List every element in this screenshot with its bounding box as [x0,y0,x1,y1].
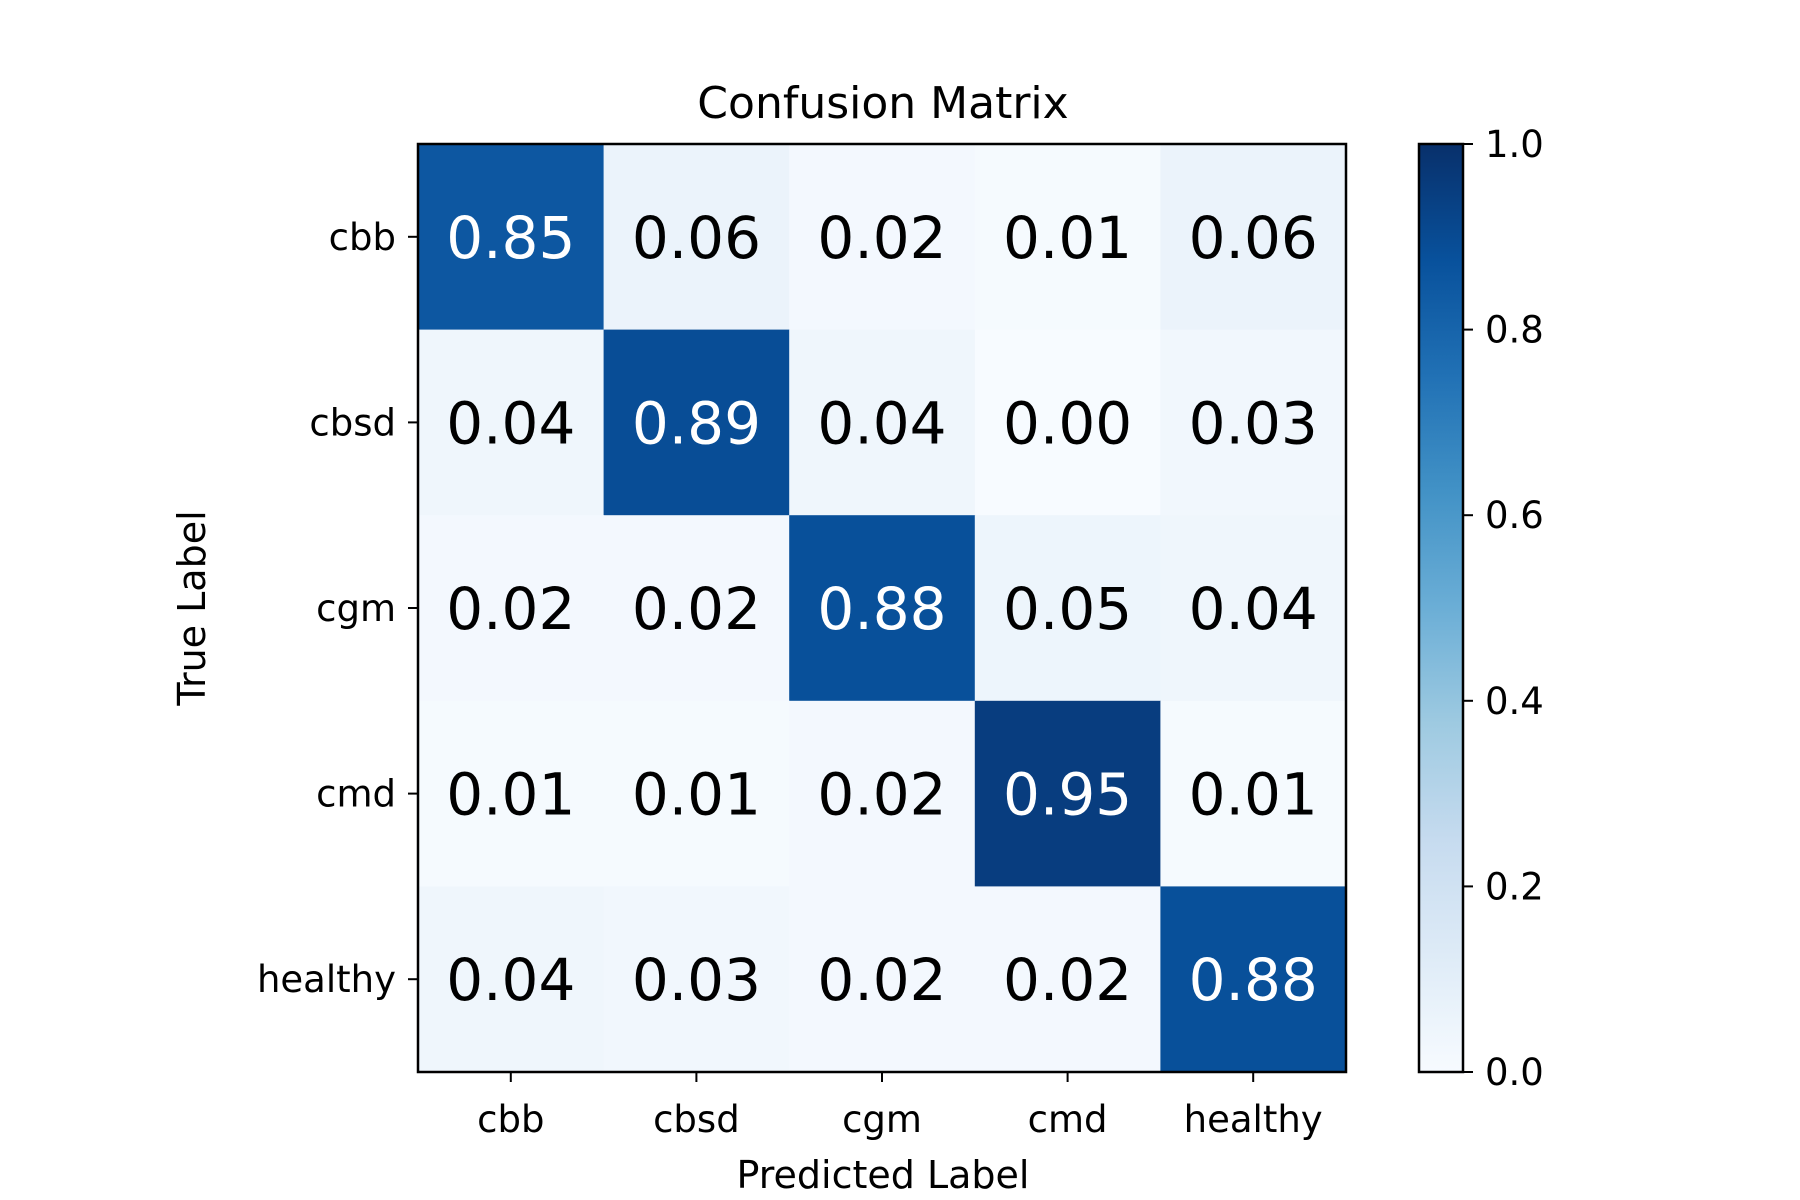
heatmap-cell-cmd-cmd [974,700,1161,887]
heatmap-cell-cbb-cbsd [603,144,790,331]
cell-value-label: 0.02 [817,761,946,829]
heatmap-cell-cbsd-cgm [789,329,976,516]
heatmap-cell-cbb-healthy [1160,144,1347,331]
heatmap-cell-cbsd-cbb [418,329,605,516]
heatmap-cell-cmd-healthy [1160,700,1347,887]
cell-value-label: 0.05 [1003,575,1132,643]
heatmap-cell-cbb-cmd [974,144,1161,331]
y-tick-label: cmd [316,773,396,816]
heatmap-cell-cbb-cgm [789,144,976,331]
heatmap-cell-cgm-cgm [789,515,976,702]
x-tick-label: healthy [1184,1098,1323,1141]
heatmap-cell-cbsd-healthy [1160,329,1347,516]
cell-value-label: 0.02 [817,204,946,272]
cell-value-label: 0.04 [446,946,575,1014]
cell-value-label: 0.01 [632,761,761,829]
x-tick-label: cbsd [653,1098,740,1141]
colorbar [1417,142,1465,1074]
cell-value-label: 0.95 [1003,761,1132,829]
heatmap-cell-cgm-cbsd [603,515,790,702]
colorbar-tick-label: 0.6 [1485,494,1544,537]
colorbar-tick-label: 0.2 [1485,865,1544,908]
cell-value-label: 0.02 [446,575,575,643]
cell-value-label: 0.04 [817,389,946,457]
colorbar-ticks: 0.0 0.2 0.4 0.6 0.8 1.0 [1463,123,1544,1094]
colorbar-tick-label: 0.0 [1485,1051,1544,1094]
x-tick-label: cbb [477,1098,544,1141]
y-axis-ticks: cbb cbsd cgm cmd healthy [257,216,418,1001]
cell-value-label: 0.04 [1189,575,1318,643]
heatmap-cell-cgm-cmd [974,515,1161,702]
cell-value-label: 0.85 [446,204,575,272]
cell-value-label: 0.03 [1189,389,1318,457]
cell-value-label: 0.88 [1189,946,1318,1014]
y-tick-label: cbb [329,216,396,259]
cell-value-label: 0.06 [632,204,761,272]
colorbar-tick-label: 1.0 [1485,123,1544,166]
cell-value-label: 0.02 [817,946,946,1014]
y-tick-label: cgm [316,587,396,630]
heatmap-cells: 0.85 0.06 0.02 0.01 0.06 0.04 0.89 0.04 0.00 0.03… [418,144,1347,1073]
y-axis-label: True Label [170,510,214,706]
y-tick-label: cbsd [309,401,396,444]
cell-value-label: 0.00 [1003,389,1132,457]
cell-value-label: 0.02 [1003,946,1132,1014]
heatmap-cell-cgm-cbb [418,515,605,702]
heatmap-cell-healthy-healthy [1160,886,1347,1073]
cell-value-label: 0.06 [1189,204,1318,272]
heatmap-cell-cmd-cbsd [603,700,790,887]
x-tick-label: cgm [842,1098,922,1141]
cell-value-label: 0.88 [817,575,946,643]
cell-value-label: 0.01 [446,761,575,829]
heatmap-cell-cbsd-cbsd [603,329,790,516]
cell-value-label: 0.01 [1189,761,1318,829]
cell-value-label: 0.89 [632,389,761,457]
cell-value-label: 0.04 [446,389,575,457]
heatmap-cell-cmd-cbb [418,700,605,887]
heatmap-cell-healthy-cmd [974,886,1161,1073]
y-tick-label: healthy [257,958,396,1001]
x-tick-label: cmd [1028,1098,1108,1141]
chart-title: Confusion Matrix [697,78,1068,129]
heatmap-cell-cbsd-cmd [974,329,1161,516]
heatmap-cell-cmd-cgm [789,700,976,887]
cell-value-label: 0.03 [632,946,761,1014]
heatmap-cell-cgm-healthy [1160,515,1347,702]
heatmap-cell-healthy-cbsd [603,886,790,1073]
x-axis-ticks: cbb cbsd cgm cmd healthy [477,1072,1323,1141]
colorbar-tick-label: 0.4 [1485,680,1544,723]
x-axis-label: Predicted Label [737,1153,1030,1197]
cell-value-label: 0.02 [632,575,761,643]
heatmap-cell-healthy-cgm [789,886,976,1073]
heatmap-cell-cbb-cbb [418,144,605,331]
heatmap-cell-healthy-cbb [418,886,605,1073]
cell-value-label: 0.01 [1003,204,1132,272]
colorbar-tick-label: 0.8 [1485,309,1544,352]
